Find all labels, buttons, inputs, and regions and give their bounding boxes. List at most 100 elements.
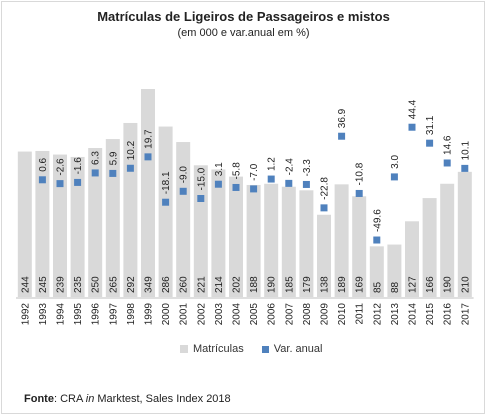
bar-matriculas-1993 bbox=[35, 150, 50, 297]
marker-label-2013: 3.0 bbox=[390, 155, 401, 169]
x-tick-label-1998: 1998 bbox=[126, 303, 137, 326]
marker-var-2006 bbox=[267, 175, 275, 183]
marker-var-1996 bbox=[91, 169, 99, 177]
bar-matriculas-2001 bbox=[176, 142, 191, 297]
bar-label-2011: 169 bbox=[355, 276, 366, 293]
source-text-italic: in bbox=[85, 393, 95, 405]
marker-label-2001: -9.0 bbox=[179, 166, 190, 184]
marker-var-1993 bbox=[38, 176, 46, 184]
source-label: Fonte bbox=[24, 393, 54, 405]
x-tick-label-2005: 2005 bbox=[249, 303, 260, 326]
x-tick-label-2004: 2004 bbox=[232, 303, 243, 326]
x-tick-label-1995: 1995 bbox=[73, 303, 84, 326]
bar-label-2009: 138 bbox=[320, 276, 331, 293]
x-tick-label-2015: 2015 bbox=[425, 303, 436, 326]
bar-label-2001: 260 bbox=[179, 276, 190, 293]
marker-var-2012 bbox=[373, 236, 381, 244]
bar-label-2003: 214 bbox=[214, 276, 225, 293]
x-tick-label-2017: 2017 bbox=[460, 303, 471, 326]
marker-var-2015 bbox=[426, 139, 434, 147]
bar-matriculas-2008 bbox=[299, 190, 314, 297]
marker-label-2008: -3.3 bbox=[302, 159, 313, 177]
x-tick-label-1999: 1999 bbox=[144, 303, 155, 326]
chart-title: Matrículas de Ligeiros de Passageiros e … bbox=[97, 9, 390, 24]
x-tick-label-2001: 2001 bbox=[179, 303, 190, 326]
marker-label-2003: 3.1 bbox=[214, 162, 225, 176]
source-text-after: Marktest, Sales Index 2018 bbox=[94, 393, 231, 405]
marker-var-2011 bbox=[355, 189, 363, 197]
marker-var-1995 bbox=[74, 178, 82, 186]
marker-label-1995: -1.6 bbox=[73, 157, 84, 175]
bar-label-2017: 210 bbox=[460, 276, 471, 293]
bar-label-2013: 88 bbox=[390, 281, 401, 293]
marker-var-2004 bbox=[232, 183, 240, 191]
marker-var-1999 bbox=[144, 153, 152, 161]
bar-label-2004: 202 bbox=[232, 276, 243, 293]
bar-matriculas-2016 bbox=[440, 183, 455, 297]
marker-label-2007: -2.4 bbox=[284, 158, 295, 176]
marker-label-2012: -49.6 bbox=[372, 209, 383, 232]
marker-var-2008 bbox=[302, 180, 310, 188]
marker-label-1997: 5.9 bbox=[108, 151, 119, 165]
x-tick-label-2013: 2013 bbox=[390, 303, 401, 326]
bar-matriculas-2010 bbox=[334, 184, 349, 297]
marker-var-2009 bbox=[320, 204, 328, 212]
bar-matriculas-1997 bbox=[105, 139, 120, 297]
x-tick-label-2011: 2011 bbox=[355, 303, 366, 325]
legend-label-var-anual: Var. anual bbox=[273, 343, 323, 355]
bar-matriculas-1996 bbox=[88, 148, 103, 297]
x-tick-label-2000: 2000 bbox=[161, 303, 172, 326]
marker-var-2010 bbox=[338, 132, 346, 140]
bar-label-2012: 85 bbox=[372, 281, 383, 293]
bar-label-2000: 286 bbox=[161, 276, 172, 293]
marker-label-1994: -2.6 bbox=[56, 158, 67, 176]
marker-var-2002 bbox=[197, 195, 205, 202]
bar-label-2002: 221 bbox=[196, 276, 207, 293]
marker-var-2000 bbox=[162, 198, 170, 206]
x-tick-label-1993: 1993 bbox=[38, 303, 49, 326]
legend-item-matriculas: Matrículas bbox=[180, 343, 244, 355]
bar-label-2016: 190 bbox=[443, 276, 454, 293]
x-tick-label-2006: 2006 bbox=[267, 303, 278, 326]
marker-var-2013 bbox=[390, 173, 398, 181]
marker-var-2005 bbox=[250, 185, 258, 193]
marker-label-1996: 6.3 bbox=[91, 151, 102, 165]
x-tick-label-2014: 2014 bbox=[408, 303, 419, 326]
x-tick-label-2012: 2012 bbox=[372, 303, 383, 326]
marker-var-2017 bbox=[461, 164, 469, 172]
marker-label-2014: 44.4 bbox=[408, 99, 419, 119]
bar-matriculas-1995 bbox=[70, 156, 85, 297]
marker-label-2002: -15.0 bbox=[196, 167, 207, 190]
x-tick-label-2009: 2009 bbox=[320, 303, 331, 326]
source-note: Fonte: CRA in Marktest, Sales Index 2018 bbox=[24, 393, 231, 405]
bar-matriculas-1992 bbox=[17, 151, 32, 297]
x-tick-label-2008: 2008 bbox=[302, 303, 313, 326]
marker-var-2016 bbox=[443, 159, 451, 167]
bar-matriculas-2012 bbox=[369, 246, 384, 297]
x-tick-label-2003: 2003 bbox=[214, 303, 225, 326]
legend-label-matriculas: Matrículas bbox=[193, 343, 244, 355]
x-tick-label-2016: 2016 bbox=[443, 303, 454, 326]
bar-label-2010: 189 bbox=[337, 276, 348, 293]
marker-label-2010: 36.9 bbox=[337, 108, 348, 128]
bar-matriculas-2007 bbox=[281, 186, 296, 297]
chart-subtitle: (em 000 e var.anual em %) bbox=[177, 27, 310, 39]
marker-label-2017: 10.1 bbox=[460, 140, 471, 160]
bar-matriculas-2005 bbox=[246, 184, 261, 297]
bar-label-2014: 127 bbox=[408, 276, 419, 293]
marker-var-1998 bbox=[126, 164, 134, 172]
bar-matriculas-2015 bbox=[422, 198, 437, 297]
marker-label-1998: 10.2 bbox=[126, 140, 137, 160]
bar-matriculas-2006 bbox=[264, 183, 279, 297]
marker-label-1993: 0.6 bbox=[38, 157, 49, 171]
bar-matriculas-2013 bbox=[387, 244, 402, 297]
source-text-before: : CRA bbox=[53, 393, 86, 405]
bar-matriculas-2004 bbox=[229, 176, 243, 297]
x-tick-label-2002: 2002 bbox=[196, 303, 207, 326]
marker-label-2005: -7.0 bbox=[249, 163, 260, 181]
bar-label-2006: 190 bbox=[267, 276, 278, 293]
marker-label-2016: 14.6 bbox=[443, 135, 454, 155]
marker-var-2003 bbox=[214, 180, 222, 188]
bar-matriculas-1994 bbox=[53, 154, 67, 297]
